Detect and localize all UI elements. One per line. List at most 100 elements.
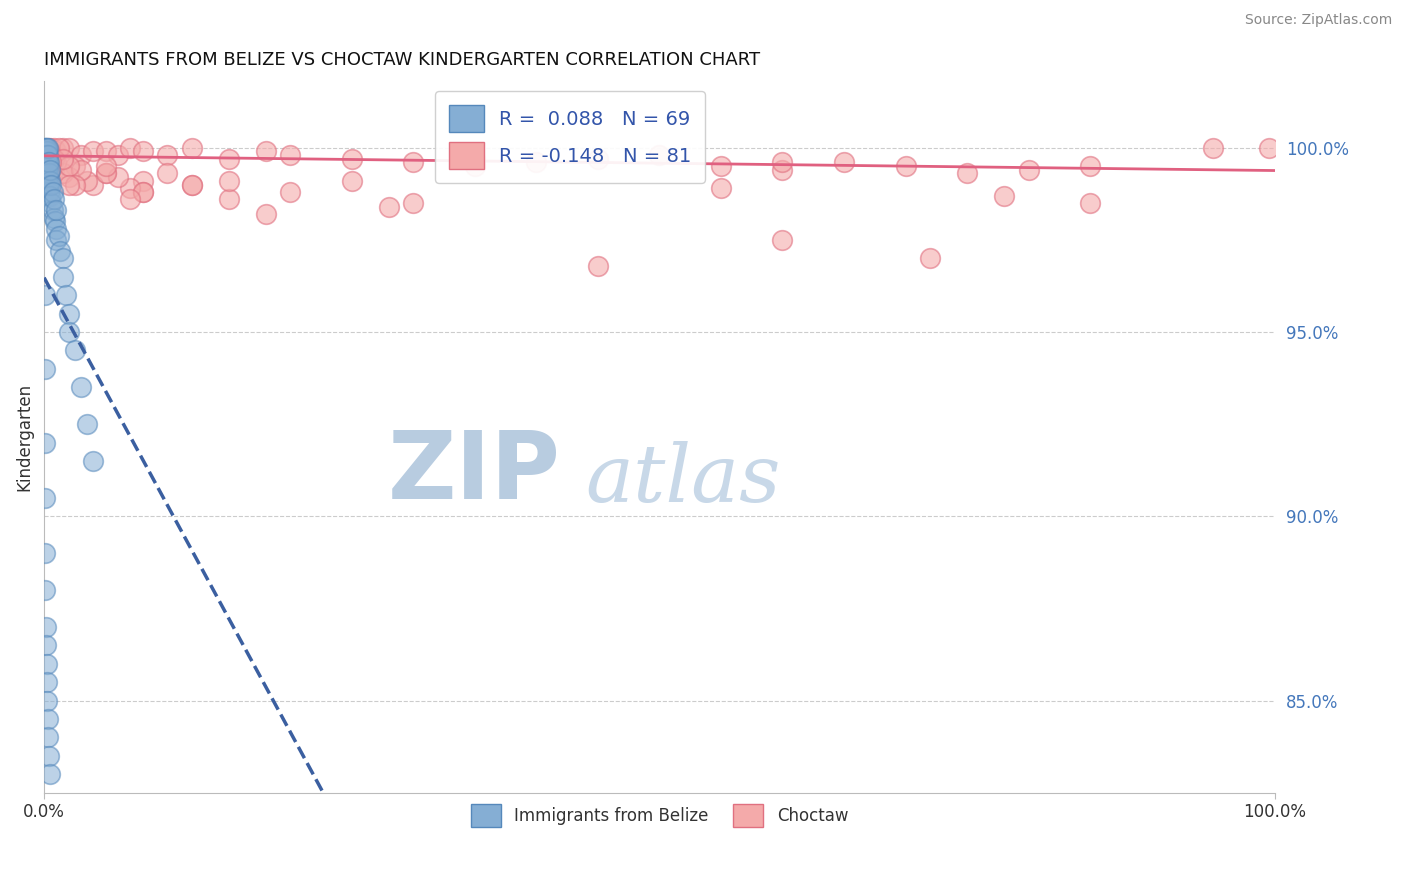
Point xyxy=(39,767,62,781)
Point xyxy=(37,170,59,185)
Point xyxy=(35,152,58,166)
Point xyxy=(131,185,153,199)
Point xyxy=(37,141,59,155)
Legend: Immigrants from Belize, Choctaw: Immigrants from Belize, Choctaw xyxy=(464,797,855,834)
Point xyxy=(42,141,65,155)
Text: ZIP: ZIP xyxy=(388,426,561,518)
Point xyxy=(94,166,117,180)
Point xyxy=(278,148,301,162)
Y-axis label: Kindergarten: Kindergarten xyxy=(15,383,32,491)
Point xyxy=(180,178,202,192)
Point xyxy=(42,211,65,225)
Point xyxy=(131,174,153,188)
Point xyxy=(35,675,58,690)
Point xyxy=(34,145,56,159)
Point xyxy=(52,269,75,284)
Point xyxy=(993,188,1015,202)
Point xyxy=(38,185,60,199)
Point xyxy=(52,252,75,266)
Point xyxy=(37,159,59,173)
Point xyxy=(131,145,153,159)
Point xyxy=(278,185,301,199)
Point xyxy=(524,155,547,169)
Text: IMMIGRANTS FROM BELIZE VS CHOCTAW KINDERGARTEN CORRELATION CHART: IMMIGRANTS FROM BELIZE VS CHOCTAW KINDER… xyxy=(44,51,761,69)
Point xyxy=(41,196,63,211)
Point xyxy=(58,306,80,320)
Point xyxy=(52,152,75,166)
Point xyxy=(42,203,65,218)
Point xyxy=(48,229,70,244)
Point xyxy=(1078,159,1101,173)
Point xyxy=(44,214,66,228)
Point xyxy=(648,148,671,162)
Point xyxy=(464,152,486,166)
Point xyxy=(37,162,59,177)
Point xyxy=(41,178,63,192)
Point xyxy=(340,174,363,188)
Point xyxy=(180,141,202,155)
Text: Source: ZipAtlas.com: Source: ZipAtlas.com xyxy=(1244,13,1392,28)
Point xyxy=(70,162,93,177)
Point xyxy=(70,148,93,162)
Point xyxy=(38,145,60,159)
Point xyxy=(34,491,56,505)
Point xyxy=(45,145,67,159)
Point xyxy=(38,155,60,169)
Point xyxy=(34,361,56,376)
Point xyxy=(218,174,240,188)
Point xyxy=(920,252,942,266)
Point xyxy=(39,148,62,162)
Point xyxy=(35,148,58,162)
Point xyxy=(45,233,67,247)
Point xyxy=(1202,141,1225,155)
Point xyxy=(38,155,60,169)
Point xyxy=(340,152,363,166)
Point xyxy=(254,207,277,221)
Point xyxy=(94,145,117,159)
Point xyxy=(1257,141,1279,155)
Point xyxy=(156,148,179,162)
Point xyxy=(120,192,142,206)
Point xyxy=(39,145,62,159)
Point xyxy=(464,159,486,173)
Point xyxy=(42,152,65,166)
Point xyxy=(39,174,62,188)
Point xyxy=(70,380,93,394)
Point xyxy=(48,141,70,155)
Point xyxy=(34,141,56,155)
Point xyxy=(35,145,58,159)
Point xyxy=(35,159,58,173)
Point xyxy=(82,178,104,192)
Point xyxy=(586,152,609,166)
Point xyxy=(58,170,80,185)
Point xyxy=(34,288,56,302)
Point xyxy=(34,152,56,166)
Point xyxy=(772,162,794,177)
Point xyxy=(35,141,58,155)
Point xyxy=(63,178,86,192)
Point xyxy=(37,155,59,169)
Point xyxy=(94,166,117,180)
Point xyxy=(55,288,77,302)
Point xyxy=(49,244,72,258)
Point xyxy=(218,152,240,166)
Point xyxy=(58,159,80,173)
Point xyxy=(218,192,240,206)
Point xyxy=(34,141,56,155)
Point xyxy=(35,141,58,155)
Point xyxy=(772,155,794,169)
Point xyxy=(710,181,733,195)
Point xyxy=(39,188,62,202)
Point xyxy=(37,152,59,166)
Point xyxy=(38,178,60,192)
Point xyxy=(34,148,56,162)
Point xyxy=(120,181,142,195)
Point xyxy=(35,657,58,671)
Point xyxy=(35,155,58,169)
Point xyxy=(37,731,59,745)
Point xyxy=(82,145,104,159)
Point xyxy=(832,155,855,169)
Point xyxy=(52,141,75,155)
Point xyxy=(41,155,63,169)
Point xyxy=(1018,162,1040,177)
